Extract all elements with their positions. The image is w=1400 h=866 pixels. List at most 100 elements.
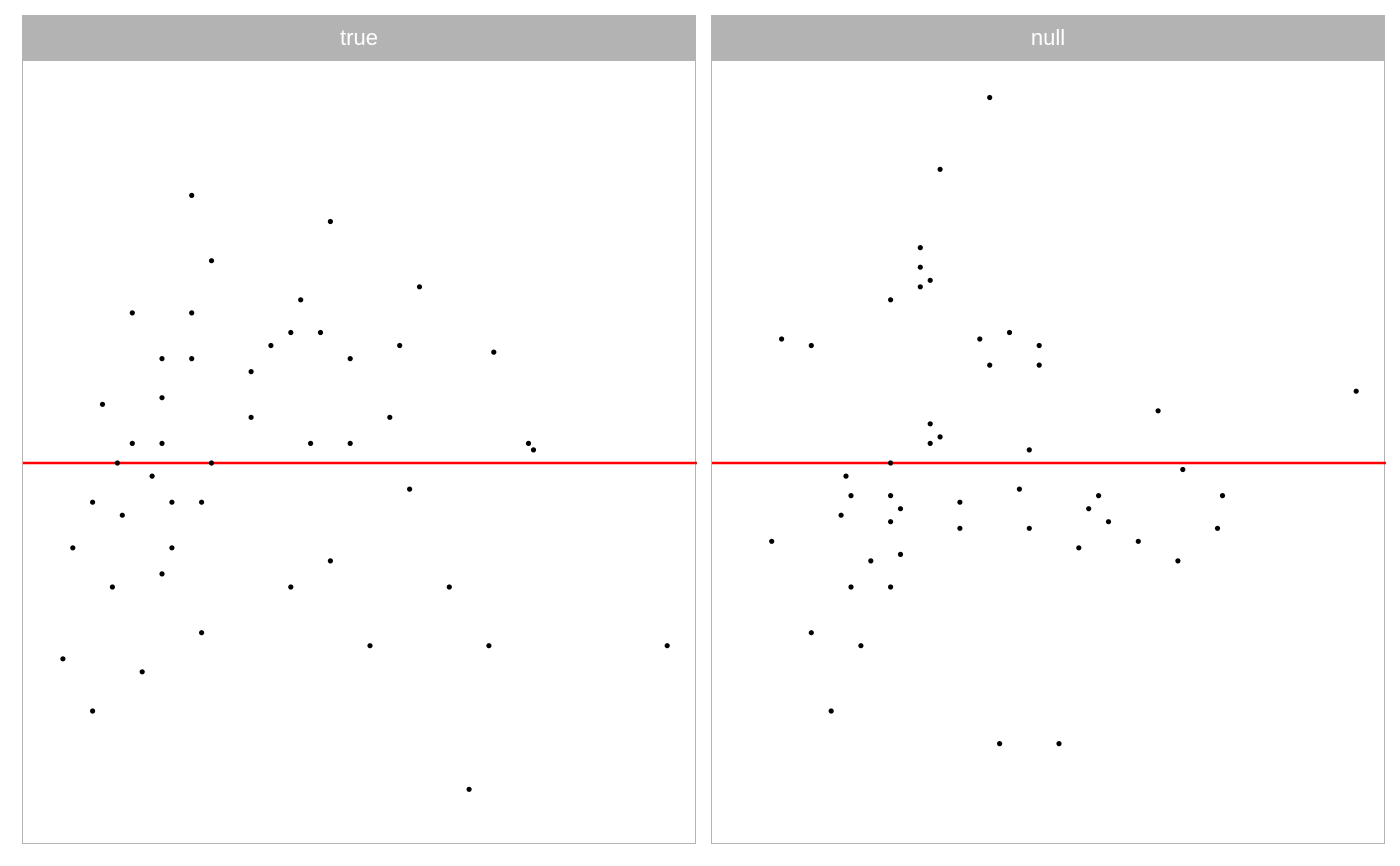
data-point [189, 310, 195, 316]
data-point [159, 356, 165, 362]
data-point [977, 336, 983, 342]
data-point [367, 643, 373, 649]
data-point [1219, 493, 1226, 499]
data-point [664, 643, 670, 649]
data-point [317, 329, 324, 336]
data-point [407, 486, 413, 492]
data-point [159, 571, 165, 577]
data-point [397, 342, 403, 349]
data-point [189, 192, 195, 198]
data-point [808, 630, 814, 636]
data-point [90, 499, 96, 505]
data-point [248, 369, 254, 375]
data-point [848, 584, 854, 590]
data-point [848, 493, 854, 499]
facet-panel-true: true [22, 15, 697, 844]
data-point [1086, 506, 1092, 512]
data-point [838, 512, 844, 518]
data-point [987, 94, 993, 101]
data-point [927, 277, 933, 283]
data-point [70, 545, 76, 551]
data-point [530, 447, 537, 453]
data-point [997, 741, 1003, 747]
data-point [843, 473, 849, 479]
data-point [1180, 466, 1186, 473]
data-point [897, 551, 904, 557]
data-point [868, 558, 874, 564]
data-point [1155, 408, 1161, 414]
data-point [888, 460, 894, 466]
data-point [199, 499, 205, 505]
data-point [169, 499, 175, 505]
data-point [525, 440, 532, 446]
data-point [208, 460, 215, 466]
data-point [1016, 486, 1022, 492]
data-point [129, 310, 135, 316]
data-point [327, 218, 333, 225]
data-point [987, 362, 993, 368]
data-point [466, 786, 472, 792]
data-point [828, 708, 834, 714]
data-point [917, 264, 923, 270]
data-point [917, 284, 923, 290]
data-point [1214, 525, 1221, 531]
data-point [1036, 362, 1042, 368]
data-point [248, 414, 254, 420]
data-point [139, 669, 145, 675]
data-point [446, 584, 452, 590]
data-point [114, 460, 120, 466]
data-point [308, 440, 314, 446]
data-point [149, 473, 155, 479]
data-point [189, 356, 195, 362]
plot-area [711, 60, 1386, 844]
data-point [169, 545, 175, 551]
data-point [1096, 493, 1102, 499]
data-point [129, 440, 135, 446]
data-point [1036, 342, 1042, 349]
data-point [897, 506, 904, 512]
data-point [779, 336, 785, 342]
data-point [1076, 545, 1082, 551]
data-point [288, 584, 294, 590]
scatter-plot-null [712, 94, 1386, 747]
data-point [347, 356, 353, 362]
data-point [1006, 329, 1013, 336]
facet-strip-label: null [711, 15, 1385, 60]
data-point [858, 643, 864, 649]
data-point [888, 519, 894, 525]
plot-area [22, 60, 697, 844]
data-point [927, 421, 933, 427]
data-point [937, 166, 943, 172]
data-point [159, 440, 165, 446]
data-point [957, 499, 963, 505]
data-point [486, 643, 492, 649]
scatter-plot-true [23, 192, 697, 792]
data-point [288, 329, 294, 336]
data-point [1353, 388, 1359, 394]
data-point [957, 525, 963, 531]
data-point [327, 558, 333, 564]
data-point [491, 349, 497, 355]
data-point [90, 708, 96, 714]
data-point [769, 538, 775, 544]
data-point [298, 297, 304, 303]
data-point [1135, 538, 1141, 544]
data-point [927, 440, 933, 446]
data-point [387, 414, 393, 420]
data-point [1026, 447, 1032, 453]
data-point [199, 630, 205, 636]
facet-panel-null: null [711, 15, 1386, 844]
data-point [917, 245, 923, 251]
data-point [208, 258, 215, 264]
data-point [1056, 741, 1062, 747]
data-point [937, 434, 943, 440]
data-point [1026, 525, 1032, 531]
data-point [808, 342, 814, 349]
data-point [99, 401, 106, 407]
data-point [347, 440, 353, 446]
data-point [60, 656, 66, 662]
data-point [268, 342, 274, 349]
data-point [888, 584, 894, 590]
data-point [416, 284, 423, 290]
data-point [1105, 519, 1112, 525]
